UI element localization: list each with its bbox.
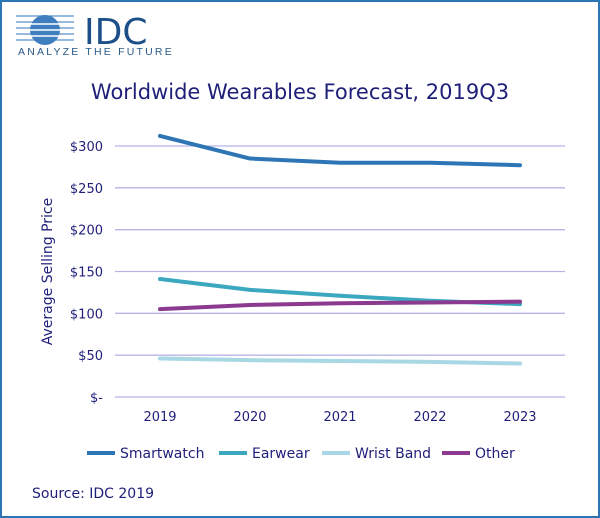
legend-label: Wrist Band	[355, 446, 431, 462]
y-tick-label: $50	[78, 349, 103, 364]
source-note: Source: IDC 2019	[32, 486, 155, 502]
x-tick-label: 2022	[413, 410, 446, 425]
y-tick-label: $250	[70, 182, 103, 197]
y-tick-label: $200	[70, 224, 103, 239]
line-chart: $- $50 $100 $150 $200 $250 $300 2019 2020 2021 202…	[40, 133, 565, 462]
svg-text:IDC: IDC	[84, 12, 147, 50]
x-tick-label: 2020	[233, 410, 266, 425]
x-tick-label: 2021	[323, 410, 356, 425]
series-line-wrist-band	[158, 356, 522, 366]
y-axis-label: Average Selling Price	[40, 198, 56, 345]
y-tick-label: $150	[70, 266, 103, 281]
chart-title: Worldwide Wearables Forecast, 2019Q3	[90, 80, 510, 104]
idc-logo: IDC	[16, 12, 147, 50]
legend-label: Earwear	[252, 446, 310, 462]
x-tick-label: 2023	[503, 410, 536, 425]
series-line-other	[158, 299, 522, 312]
legend-label: Other	[475, 446, 515, 462]
legend-label: Smartwatch	[120, 446, 204, 462]
y-tick-label: $300	[70, 140, 103, 155]
y-tick-label: $-	[90, 391, 103, 406]
series-line-smartwatch	[158, 133, 522, 168]
logo-tagline: ANALYZE THE FUTURE	[18, 46, 174, 58]
x-tick-label: 2019	[143, 410, 176, 425]
y-tick-label: $100	[70, 307, 103, 322]
